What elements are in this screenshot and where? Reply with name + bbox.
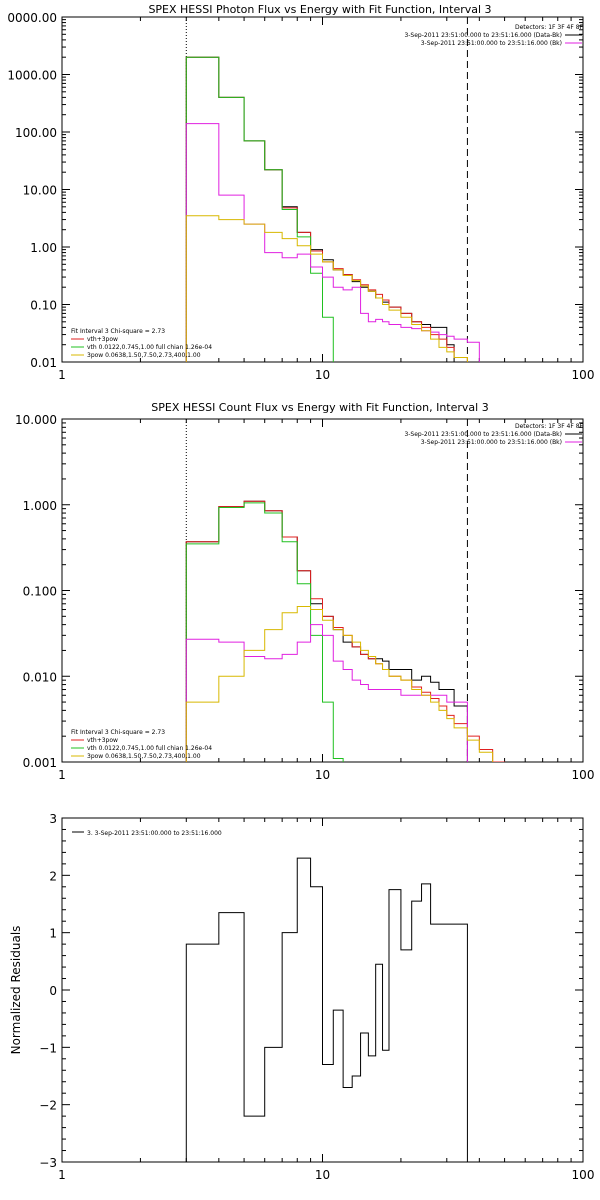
photon-flux-ytick-label: 100.00 <box>15 126 57 140</box>
count-flux-ytick-label: 0.010 <box>23 670 57 684</box>
residuals-plot: 1 10 100 −3 −2 −1 0 1 2 3 <box>39 812 595 1182</box>
count-flux-series-vth <box>185 502 344 762</box>
count-flux-legend-total: vth+3pow <box>87 737 118 744</box>
photon-flux-ytick-label: 0.10 <box>30 299 57 313</box>
count-flux-legend-vth: vth 0.0122,0.745,1.00 full chian 1.26e-0… <box>87 745 212 752</box>
count-flux-legend-fit: Fit Interval 3 Chi-square = 2.73 <box>71 729 165 736</box>
photon-flux-series-vth <box>185 56 334 362</box>
residuals-ytick-label: −3 <box>39 1156 57 1170</box>
photon-flux-legend-detectors: Detectors: 1F 3F 4F 8F <box>515 24 584 31</box>
residuals-xtick-label: 100 <box>572 1168 595 1182</box>
photon-flux-xtick-label: 1 <box>58 368 66 382</box>
photon-flux-legend-bk: 3-Sep-2011 23:51:00.000 to 23:51:16.000 … <box>421 40 562 47</box>
photon-flux-ytick-label: 0000.00 <box>7 11 57 25</box>
photon-flux-legend-bottomleft: Fit Interval 3 Chi-square = 2.73 vth+3po… <box>71 328 212 359</box>
residuals-ylabel: Normalized Residuals <box>9 926 23 1055</box>
residuals-xtick-label: 10 <box>315 1168 330 1182</box>
photon-flux-panel: SPEX HESSI Photon Flux vs Energy with Fi… <box>7 3 595 382</box>
photon-flux-legend-data-bk: 3-Sep-2011 23:51:00.000 to 23:51:16.000 … <box>404 32 562 39</box>
count-flux-series-3pow <box>185 606 494 762</box>
photon-flux-legend-topright: Detectors: 1F 3F 4F 8F 3-Sep-2011 23:51:… <box>404 24 583 47</box>
photon-flux-title: SPEX HESSI Photon Flux vs Energy with Fi… <box>148 3 491 16</box>
count-flux-legend-data-bk: 3-Sep-2011 23:51:00.000 to 23:51:16.000 … <box>404 431 562 438</box>
residuals-ytick-label: −2 <box>39 1099 57 1113</box>
residuals-ytick-label: 3 <box>49 812 57 826</box>
photon-flux-plot: 1 10 100 0.01 0.10 1.00 10.00 100.00 1000.00 0000… <box>7 11 595 382</box>
count-flux-ytick-label: 1.000 <box>23 499 57 513</box>
count-flux-title: SPEX HESSI Count Flux vs Energy with Fit… <box>151 401 488 414</box>
photon-flux-series-3pow <box>185 215 468 362</box>
residuals-ytick-label: 1 <box>49 927 57 941</box>
photon-flux-ytick-label: 1.00 <box>30 241 57 255</box>
count-flux-ytick-label: 10.000 <box>15 413 57 427</box>
count-flux-series-bk <box>185 624 468 762</box>
count-flux-plot: 1 10 100 0.001 0.010 0.100 1.000 10.000 <box>15 413 595 782</box>
residuals-ytick-label: 2 <box>49 869 57 883</box>
photon-flux-series-group <box>185 56 480 362</box>
count-flux-xtick-label: 1 <box>58 768 66 782</box>
count-flux-legend-bottomleft: Fit Interval 3 Chi-square = 2.73 vth+3po… <box>71 729 212 760</box>
residuals-xtick-label: 1 <box>58 1168 66 1182</box>
photon-flux-ytick-label: 10.00 <box>23 184 57 198</box>
count-flux-legend-3pow: 3pow 0.0638,1.50,7.50,2.73,400,1.00 <box>87 753 201 760</box>
count-flux-legend-topright: Detectors: 1F 3F 4F 8F 3-Sep-2011 23:51:… <box>404 423 583 446</box>
count-flux-legend-detectors: Detectors: 1F 3F 4F 8F <box>515 423 584 430</box>
photon-flux-legend-vth: vth 0.0122,0.745,1.00 full chian 1.26e-0… <box>87 344 212 351</box>
photon-flux-xtick-label: 100 <box>572 368 595 382</box>
photon-flux-legend-3pow: 3pow 0.0638,1.50,7.50,2.73,400,1.00 <box>87 352 201 359</box>
residuals-panel: 1 10 100 −3 −2 −1 0 1 2 3 Normalized Residuals 3.… <box>9 812 595 1182</box>
count-flux-ytick-label: 0.001 <box>23 756 57 770</box>
residuals-series-residuals <box>185 857 468 1162</box>
photon-flux-ytick-label: 1000.00 <box>7 69 57 83</box>
photon-flux-xtick-label: 10 <box>315 368 330 382</box>
photon-flux-series-bk <box>185 123 480 362</box>
count-flux-legend-bk: 3-Sep-2011 23:51:00.000 to 23:51:16.000 … <box>421 439 562 446</box>
residuals-legend: 3. 3-Sep-2011 23:51:00.000 to 23:51:16.0… <box>87 830 222 837</box>
residuals-ytick-label: −1 <box>39 1041 57 1055</box>
photon-flux-legend-total: vth+3pow <box>87 336 118 343</box>
count-flux-ytick-label: 0.100 <box>23 585 57 599</box>
residuals-series-group <box>185 857 468 1162</box>
count-flux-xtick-label: 10 <box>315 768 330 782</box>
count-flux-xtick-label: 100 <box>572 768 595 782</box>
photon-flux-ytick-label: 0.01 <box>30 356 57 370</box>
photon-flux-legend-fit: Fit Interval 3 Chi-square = 2.73 <box>71 328 165 335</box>
count-flux-series-group <box>185 500 506 762</box>
count-flux-panel: SPEX HESSI Count Flux vs Energy with Fit… <box>15 401 595 782</box>
residuals-ytick-label: 0 <box>49 984 57 998</box>
